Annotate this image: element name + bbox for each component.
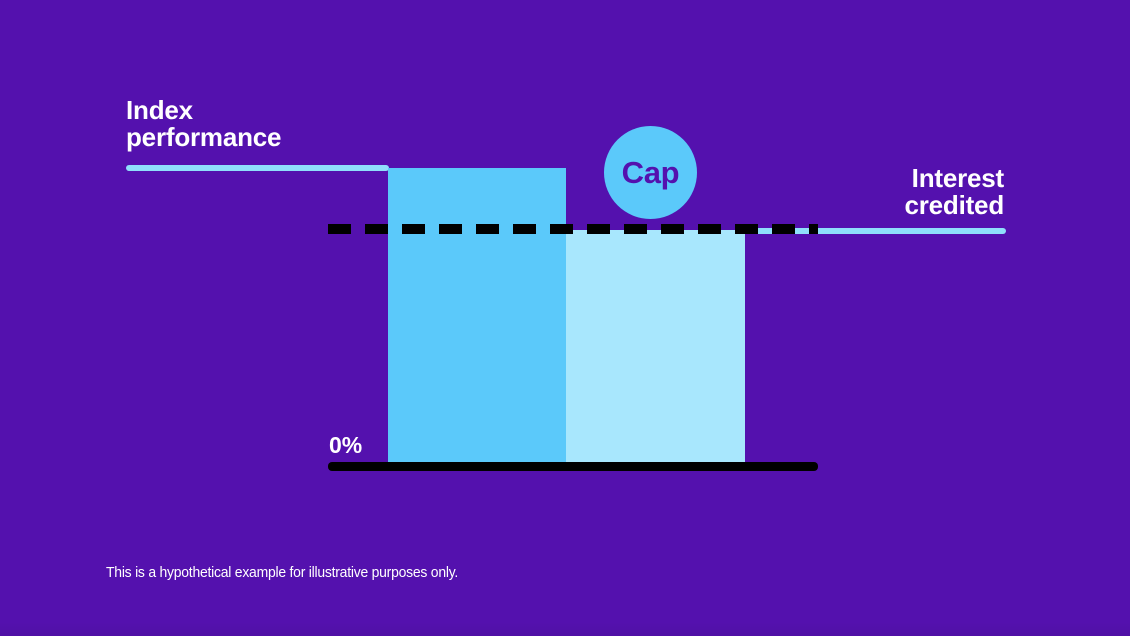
cap-dashed-line (328, 224, 818, 234)
interest-credited-line (745, 228, 1006, 234)
footnote-disclaimer: This is a hypothetical example for illus… (106, 564, 459, 581)
zero-baseline (328, 462, 818, 471)
zero-percent-label: 0% (329, 432, 363, 458)
interest-credited-label: Interest credited (904, 163, 1004, 220)
interest-credited-bar (566, 230, 745, 464)
index-performance-line (126, 165, 389, 171)
bottom-shadow-band (0, 622, 1130, 636)
index-performance-bar (388, 168, 566, 464)
cap-badge-label: Cap (621, 155, 680, 190)
cap-badge: Cap (604, 126, 697, 219)
index-performance-label: Index performance (126, 95, 282, 152)
